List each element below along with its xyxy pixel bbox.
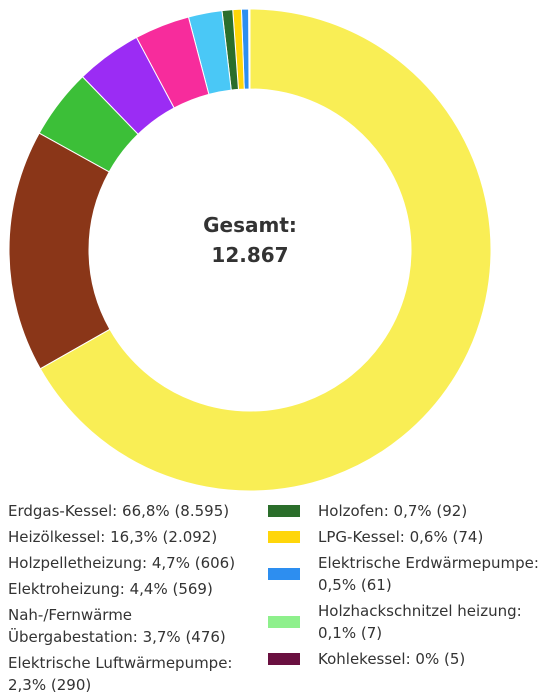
legend-value: 0% (5) xyxy=(415,650,466,668)
legend-item: Erdgas-Kessel: 66,8% (8.595) xyxy=(8,500,266,522)
donut-slice xyxy=(8,132,111,370)
legend-text: Holzpelletheizung: 4,7% (606) xyxy=(8,554,235,572)
legend-text: Heizölkessel: 16,3% (2.092) xyxy=(8,528,217,546)
legend-text: Nah-/Fernwärme Übergabestation: 3,7% (47… xyxy=(8,606,226,646)
legend-text: Holzofen: 0,7% (92) xyxy=(318,500,467,522)
legend-item: Elektrische Erdwärmepumpe: 0,5% (61) xyxy=(268,552,546,596)
legend-item: Elektrische Luftwärmepumpe: 2,3% (290) xyxy=(8,652,266,696)
legend-label: Elektroheizung: xyxy=(8,580,125,598)
legend-value: 0,1% (7) xyxy=(318,624,383,642)
legend-value: 0,6% (74) xyxy=(409,528,484,546)
legend-swatch xyxy=(268,653,300,665)
legend-text: Kohlekessel: 0% (5) xyxy=(318,648,465,670)
legend-left: Erdgas-Kessel: 66,8% (8.595) Heizölkessel… xyxy=(8,500,266,700)
legend-text: LPG-Kessel: 0,6% (74) xyxy=(318,526,483,548)
donut-slice xyxy=(81,36,175,135)
legend-label: Elektrische Erdwärmepumpe: xyxy=(318,554,539,572)
legend-item: Heizölkessel: 16,3% (2.092) xyxy=(8,526,266,548)
legend-swatch xyxy=(268,616,300,628)
legend-value: 0,7% (92) xyxy=(393,502,468,520)
legend-item: Holzhackschnitzel heizung: 0,1% (7) xyxy=(268,600,546,644)
legend-text: Erdgas-Kessel: 66,8% (8.595) xyxy=(8,502,229,520)
donut-slice xyxy=(221,9,239,91)
legend-value: 2,3% (290) xyxy=(8,676,92,694)
legend-label: Elektrische Luftwärmepumpe: xyxy=(8,654,233,672)
donut-slice xyxy=(135,16,210,109)
donut-slice xyxy=(39,8,492,492)
center-total: 12.867 xyxy=(211,243,288,267)
legend-right: Holzofen: 0,7% (92) LPG-Kessel: 0,6% (74)… xyxy=(268,500,546,674)
legend-item: Nah-/Fernwärme Übergabestation: 3,7% (47… xyxy=(8,604,266,648)
legend-text: Elektroheizung: 4,4% (569) xyxy=(8,580,213,598)
legend-item: Holzpelletheizung: 4,7% (606) xyxy=(8,552,266,574)
legend-item: LPG-Kessel: 0,6% (74) xyxy=(268,526,546,548)
legend-value: 66,8% (8.595) xyxy=(122,502,230,520)
legend-text: Elektrische Erdwärmepumpe: 0,5% (61) xyxy=(318,552,546,596)
legend-label: Nah-/Fernwärme Übergabestation: xyxy=(8,606,138,646)
legend-swatch xyxy=(268,531,300,543)
legend-item: Elektroheizung: 4,4% (569) xyxy=(8,578,266,600)
donut-slice xyxy=(38,76,139,173)
legend-text: Elektrische Luftwärmepumpe: 2,3% (290) xyxy=(8,654,233,694)
donut-slice xyxy=(187,10,232,95)
legend-label: Erdgas-Kessel: xyxy=(8,502,118,520)
legend-label: LPG-Kessel: xyxy=(318,528,405,546)
legend-label: Kohlekessel: xyxy=(318,650,411,668)
legend-label: Holzofen: xyxy=(318,502,389,520)
legend-item: Kohlekessel: 0% (5) xyxy=(268,648,546,670)
legend-swatch xyxy=(268,568,300,580)
legend-value: 0,5% (61) xyxy=(318,576,392,594)
legend-value: 4,4% (569) xyxy=(129,580,213,598)
donut-chart: Gesamt: 12.867 xyxy=(8,8,492,492)
legend-label: Holzpelletheizung: xyxy=(8,554,148,572)
legend-item: Holzofen: 0,7% (92) xyxy=(268,500,546,522)
legend-text: Holzhackschnitzel heizung: 0,1% (7) xyxy=(318,600,546,644)
center-title: Gesamt: xyxy=(203,213,297,237)
legend-value: 3,7% (476) xyxy=(142,628,226,646)
legend-value: 4,7% (606) xyxy=(151,554,236,572)
legend-swatch xyxy=(268,505,300,517)
legend-value: 16,3% (2.092) xyxy=(110,528,218,546)
legend-label: Heizölkessel: xyxy=(8,528,106,546)
legend-label: Holzhackschnitzel heizung: xyxy=(318,602,522,620)
